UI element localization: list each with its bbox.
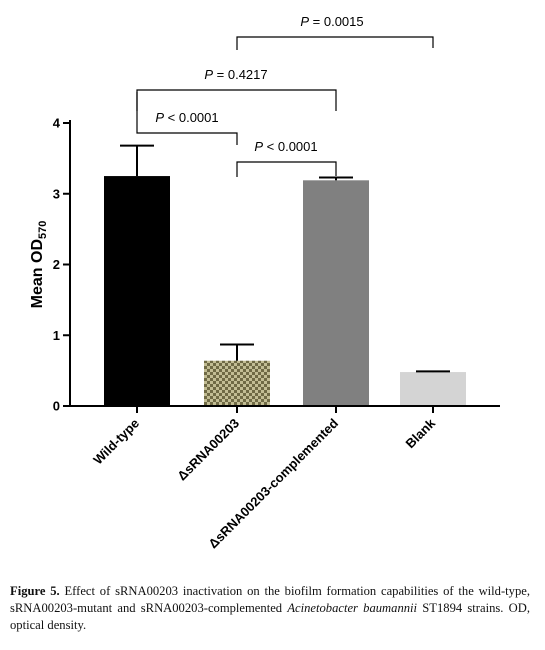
y-tick-label: 4 xyxy=(53,116,61,131)
bar-3 xyxy=(400,372,466,406)
x-tick-label: Wild-type xyxy=(90,416,142,468)
x-tick-label: Blank xyxy=(402,415,438,451)
significance-label: P < 0.0001 xyxy=(254,139,317,154)
significance-label: P = 0.4217 xyxy=(204,67,267,82)
y-axis-title: Mean OD570 xyxy=(29,221,49,309)
y-tick-label: 3 xyxy=(53,186,60,201)
bar-2 xyxy=(303,180,369,406)
caption-species: Acinetobacter baumannii xyxy=(287,600,418,615)
y-tick-label: 1 xyxy=(53,328,60,343)
y-tick-label: 0 xyxy=(53,399,60,414)
y-tick-label: 2 xyxy=(53,257,60,272)
chart-figure: 0 1 2 3 4 Wild-type ΔsRNA00203 ΔsRNA00203-compl… xyxy=(29,14,500,551)
significance-label: P = 0.0015 xyxy=(300,14,363,29)
caption-text-end: ST1894 strains. OD, optical density. xyxy=(10,600,530,632)
significance-bracket xyxy=(136,92,238,145)
significance-bracket xyxy=(236,161,337,177)
x-tick-label: ΔsRNA00203 xyxy=(174,416,242,484)
bar-1 xyxy=(204,360,270,406)
figure-caption: Figure 5. Effect of sRNA00203 inactivati… xyxy=(10,583,530,633)
caption-text: Effect of sRNA00203 inactivation on the … xyxy=(10,584,530,615)
caption-figure-label: Figure 5. xyxy=(10,584,60,598)
significance-bracket xyxy=(236,36,434,50)
bar-0 xyxy=(104,176,170,406)
significance-label: P < 0.0001 xyxy=(155,110,218,125)
significance-bracket xyxy=(136,89,337,111)
